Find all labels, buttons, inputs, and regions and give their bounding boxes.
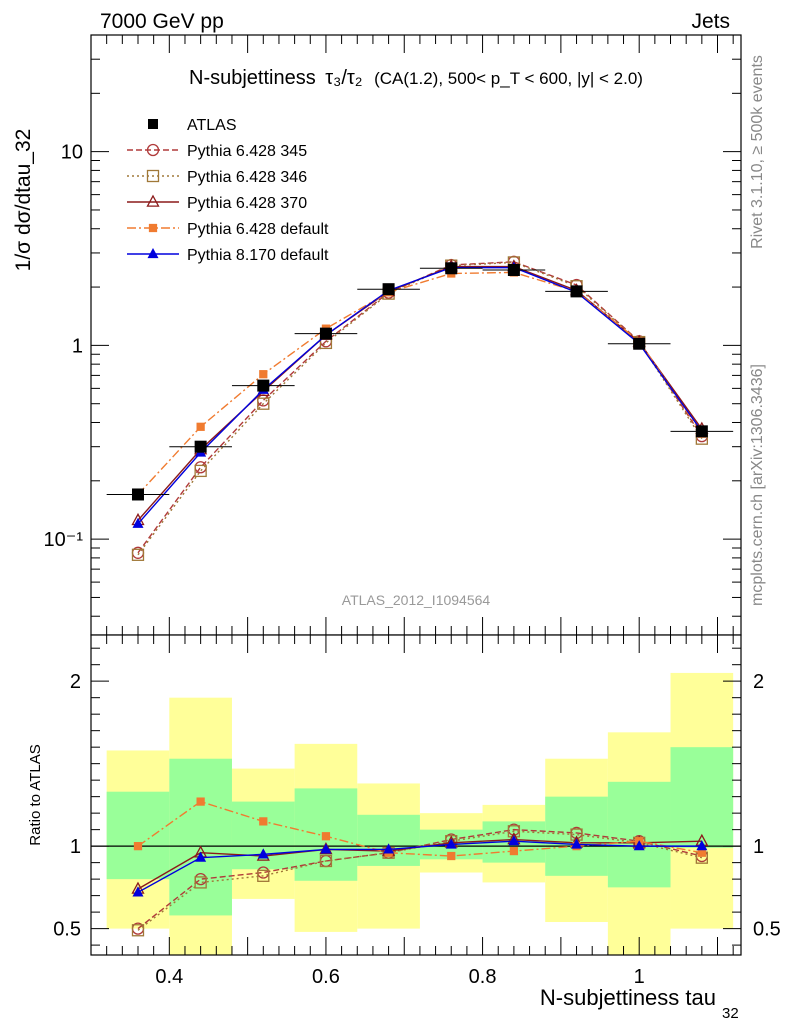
main-series-line bbox=[137, 271, 703, 495]
legend-marker bbox=[146, 143, 160, 157]
main-ytick-label: 1 bbox=[72, 335, 83, 357]
side-label-rivet: Rivet 3.1.10, ≥ 500k events bbox=[749, 55, 766, 249]
legend-label: Pythia 6.428 345 bbox=[187, 143, 307, 160]
ratio-ytick-label: 1 bbox=[70, 836, 81, 858]
ratio-xtick-label: 0.6 bbox=[312, 966, 340, 988]
ratio-series-point bbox=[445, 838, 457, 849]
main-frame bbox=[91, 35, 741, 635]
data-point bbox=[382, 283, 395, 296]
ratio-series-point bbox=[319, 854, 333, 868]
ratio-ytick-label: 0.5 bbox=[53, 919, 81, 941]
main-series-point bbox=[257, 397, 270, 410]
main-ytick-label: 10 bbox=[61, 142, 83, 164]
legend-label: Pythia 6.428 default bbox=[187, 221, 329, 238]
ratio-series-point bbox=[696, 840, 708, 851]
ratio-series-point bbox=[259, 817, 268, 826]
ratio-ytick-label: 2 bbox=[70, 671, 81, 693]
plot-title: N-subjettiness τ₃/τ₂ (CA(1.2), 500< p_T … bbox=[189, 67, 643, 89]
main-series-point bbox=[196, 422, 205, 431]
ratio-series-point bbox=[133, 842, 143, 851]
ratio-band-stat bbox=[357, 814, 420, 866]
main-series-point bbox=[132, 517, 144, 528]
energy-label: 7000 GeV pp bbox=[100, 10, 224, 33]
ratio-series-point bbox=[571, 838, 583, 849]
legend-label: ATLAS bbox=[187, 117, 237, 134]
main-series-point bbox=[194, 464, 207, 478]
legend-marker bbox=[146, 194, 160, 207]
data-point bbox=[507, 263, 520, 276]
legend-marker bbox=[148, 119, 158, 129]
ratio-series-line bbox=[137, 828, 703, 930]
ratio-ytick-label-right: 2 bbox=[753, 671, 764, 693]
main-series-point bbox=[131, 548, 145, 561]
legend-marker bbox=[146, 169, 160, 183]
ratio-series-point bbox=[633, 840, 645, 851]
main-series-point bbox=[259, 370, 268, 379]
ratio-ytick-label-right: 0.5 bbox=[753, 919, 781, 941]
main-series-line bbox=[137, 261, 703, 556]
main-ytick-label: 10⁻¹ bbox=[44, 529, 84, 551]
ratio-series-point bbox=[383, 843, 395, 854]
ratio-series-point bbox=[320, 843, 332, 854]
legend-label: Pythia 6.428 346 bbox=[187, 169, 307, 186]
ratio-band-stat bbox=[169, 758, 232, 916]
data-point bbox=[194, 440, 207, 453]
ratio-ytick-label-right: 1 bbox=[753, 836, 764, 858]
legend: ATLAS Pythia 6.428 345 Pythia 6.428 346 Pyt… bbox=[127, 117, 329, 264]
ratio-series-point bbox=[257, 848, 269, 859]
ratio-series-point bbox=[131, 924, 145, 937]
ratio-series-point bbox=[132, 886, 144, 897]
ratio-xtick-label: 0.4 bbox=[155, 966, 183, 988]
ratio-band-stat bbox=[106, 791, 170, 880]
data-point bbox=[695, 425, 708, 438]
legend-marker bbox=[148, 223, 158, 233]
data-point bbox=[257, 379, 270, 392]
ratio-series-line bbox=[137, 840, 702, 893]
ratio-xtick-label: 0.8 bbox=[469, 966, 497, 988]
main-series-line bbox=[137, 266, 703, 525]
data-point bbox=[570, 285, 583, 298]
ratio-xlabel: N-subjettiness tau bbox=[540, 985, 716, 1010]
ratio-series-point bbox=[509, 846, 519, 856]
ratio-ylabel: Ratio to ATLAS bbox=[27, 744, 44, 845]
data-point bbox=[319, 327, 332, 340]
analysis-id: ATLAS_2012_I1094564 bbox=[342, 592, 491, 608]
ratio-series-point bbox=[194, 876, 207, 889]
legend-marker bbox=[147, 247, 159, 259]
ratio-series-point bbox=[196, 797, 205, 806]
category-label: Jets bbox=[691, 10, 730, 33]
ratio-band-stat bbox=[670, 747, 734, 848]
main-panel: 10⁻¹ 1 10 N-subjettiness τ₃/τ₂ (CA(1.2), 5… bbox=[12, 34, 742, 636]
ratio-panel: 0.5 0.5 1 1 2 2 0.4 0.6 0.8 1 Ratio to ATLAS N-su… bbox=[27, 634, 781, 1022]
data-point bbox=[445, 262, 458, 275]
ratio-band-stat bbox=[607, 781, 671, 888]
ratio-series-point bbox=[697, 848, 706, 857]
data-point bbox=[131, 488, 144, 501]
ratio-series-point bbox=[321, 832, 331, 841]
side-label-mcplots: mcplots.cern.ch [arXiv:1306.3436] bbox=[749, 364, 766, 606]
legend-label: Pythia 8.170 default bbox=[187, 247, 329, 264]
ratio-series-line bbox=[137, 800, 702, 857]
ratio-series-point bbox=[257, 869, 270, 882]
ratio-series-point bbox=[508, 835, 520, 846]
main-ylabel: 1/σ dσ/dtau_32 bbox=[12, 129, 35, 272]
data-point bbox=[633, 337, 646, 350]
ratio-series-point bbox=[447, 851, 456, 861]
ratio-band-stat bbox=[231, 801, 295, 870]
ratio-series-point bbox=[195, 851, 207, 862]
ratio-xlabel-subscript: 32 bbox=[722, 1005, 739, 1022]
ratio-xtick-label: 1 bbox=[634, 966, 645, 988]
legend-label: Pythia 6.428 370 bbox=[187, 195, 307, 212]
